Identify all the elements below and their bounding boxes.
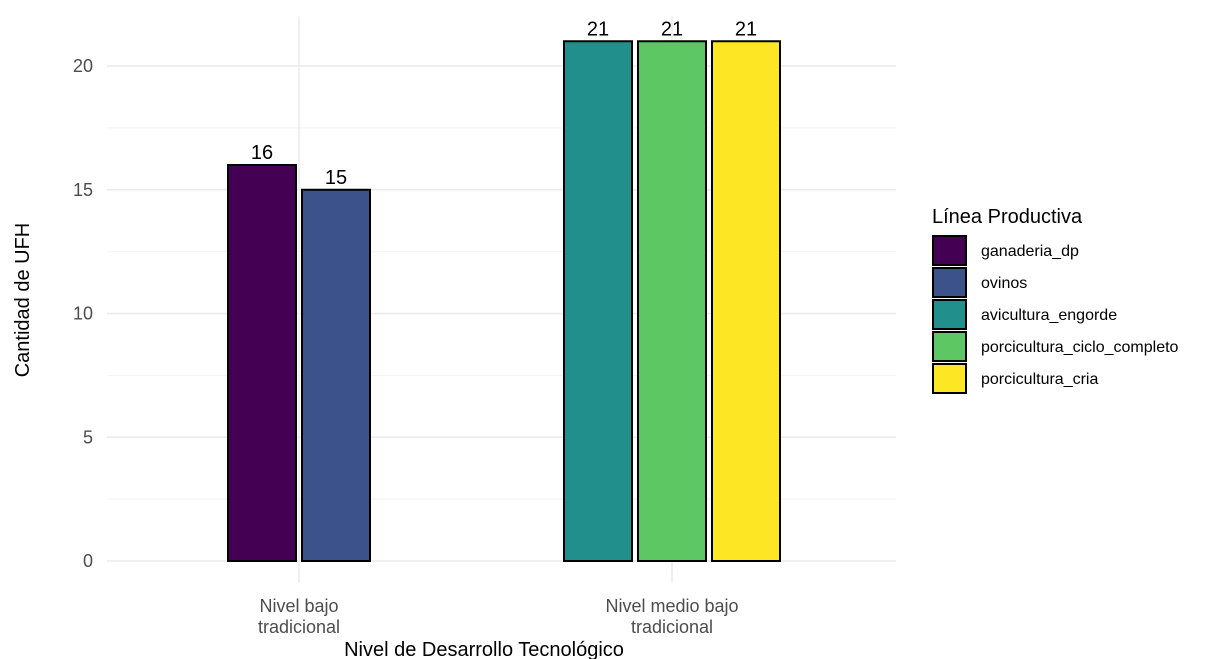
legend-swatch-ganaderia-dp <box>932 235 967 266</box>
x-tick-label: tradicional <box>631 617 713 637</box>
legend-title: Línea Productiva <box>932 206 1083 228</box>
bar-avicultura-engorde <box>563 40 633 562</box>
bar-value-label: 16 <box>251 142 273 164</box>
legend-label: avicultura_engorde <box>981 307 1117 324</box>
bar-ovinos <box>301 188 371 562</box>
legend-label: ovinos <box>981 275 1027 292</box>
bar-value-label: 21 <box>661 18 683 40</box>
legend-swatch-porcicultura-cria <box>932 363 967 394</box>
y-tick-label: 15 <box>73 180 93 200</box>
y-axis-title: Cantidad de UFH <box>12 223 34 378</box>
bar-value-label: 15 <box>325 167 347 189</box>
bar-porcicultura-ciclo-completo <box>637 40 707 562</box>
x-tick-label: Nivel medio bajo <box>605 596 738 616</box>
legend-label: porcicultura_cria <box>981 371 1098 388</box>
y-tick-label: 10 <box>73 304 93 324</box>
y-axis-ticks: 0 5 10 15 20 <box>73 56 93 571</box>
y-tick-label: 20 <box>73 56 93 76</box>
bar-ganaderia-dp <box>227 164 297 562</box>
data-labels: 16 15 21 21 21 <box>251 18 757 189</box>
bar-value-label: 21 <box>587 18 609 40</box>
y-tick-label: 0 <box>83 551 93 571</box>
bars <box>227 40 781 562</box>
bar-value-label: 21 <box>735 18 757 40</box>
legend-swatch-porcicultura-ciclo-completo <box>932 331 967 362</box>
legend-label: porcicultura_ciclo_completo <box>981 339 1179 356</box>
x-tick-label: tradicional <box>258 617 340 637</box>
x-tick-label: Nivel bajo <box>259 596 338 616</box>
y-tick-label: 5 <box>83 427 93 447</box>
legend-swatch-avicultura-engorde <box>932 299 967 330</box>
legend-swatch-ovinos <box>932 267 967 298</box>
x-axis-title: Nivel de Desarrollo Tecnológico <box>344 639 624 659</box>
legend-label: ganaderia_dp <box>981 243 1079 260</box>
bar-porcicultura-cria <box>711 40 781 562</box>
